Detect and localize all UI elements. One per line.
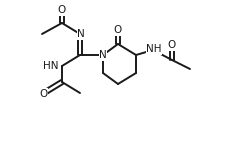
Text: O: O (114, 25, 122, 35)
Text: O: O (39, 89, 47, 99)
Text: NH: NH (146, 44, 162, 54)
Text: O: O (58, 5, 66, 15)
Text: N: N (99, 50, 107, 60)
Text: N: N (77, 29, 85, 39)
Text: O: O (168, 40, 176, 50)
Text: HN: HN (42, 61, 58, 71)
